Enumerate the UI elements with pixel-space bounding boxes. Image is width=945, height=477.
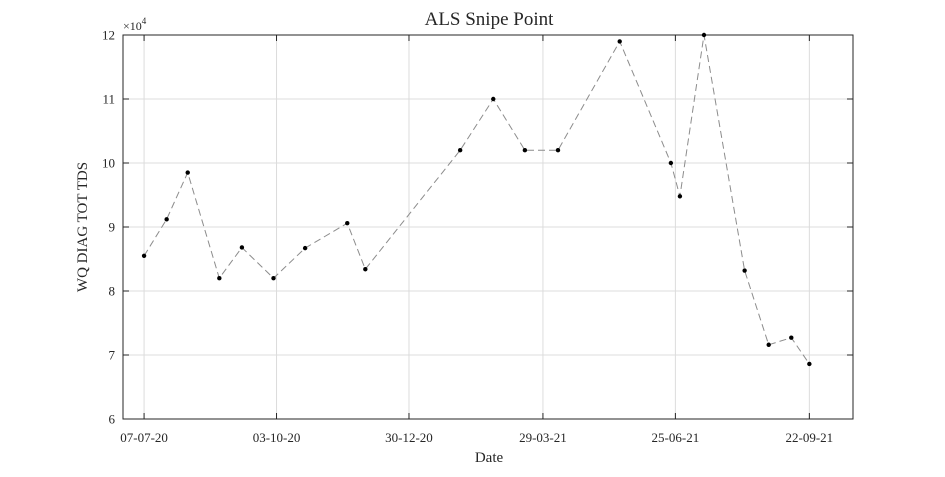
data-point <box>164 217 169 222</box>
data-point <box>677 194 683 199</box>
y-tick-label: 7 <box>109 348 116 363</box>
data-point <box>302 245 308 251</box>
y-tick-label: 9 <box>109 220 116 235</box>
data-point <box>555 148 561 153</box>
series-layer <box>141 32 812 367</box>
data-point <box>363 267 368 272</box>
x-tick-label: 03-10-20 <box>253 430 301 445</box>
data-point <box>271 276 276 281</box>
data-point <box>742 268 747 273</box>
data-point <box>491 96 496 102</box>
data-point <box>185 170 190 175</box>
data-point <box>345 220 350 226</box>
y-tick-label: 11 <box>102 92 115 107</box>
labels-layer: ALS Snipe Point Date WQ DIAG TOT TDS ×10… <box>75 9 554 466</box>
y-exponent-base: ×10 <box>123 19 142 33</box>
x-tick-label: 07-07-20 <box>120 430 168 445</box>
y-axis-title: WQ DIAG TOT TDS <box>75 162 91 292</box>
axes-layer: 07-07-20 03-10-20 30-12-20 29-03-21 25-06-21… <box>102 28 854 445</box>
data-point <box>617 39 622 44</box>
data-point <box>239 245 245 250</box>
y-tick-label: 6 <box>109 412 116 427</box>
x-tick-label: 29-03-21 <box>519 430 567 445</box>
x-tick-label: 25-06-21 <box>652 430 700 445</box>
data-point <box>807 361 812 367</box>
y-tick-label: 10 <box>102 156 115 171</box>
x-axis-title: Date <box>475 450 504 466</box>
y-exponent-power: 4 <box>142 16 147 26</box>
data-point <box>457 148 463 153</box>
data-point <box>789 335 794 340</box>
data-point <box>668 160 674 166</box>
chart-title: ALS Snipe Point <box>425 9 555 30</box>
x-tick-label: 22-09-21 <box>786 430 834 445</box>
data-point <box>522 148 528 153</box>
y-tick-label: 8 <box>109 284 116 299</box>
data-point <box>766 342 771 347</box>
x-tick-label: 30-12-20 <box>385 430 433 445</box>
y-tick-label: 12 <box>102 28 115 43</box>
data-point <box>701 32 707 38</box>
y-exponent-label: ×104 <box>123 16 147 33</box>
data-point <box>141 253 147 258</box>
data-point <box>217 276 222 281</box>
